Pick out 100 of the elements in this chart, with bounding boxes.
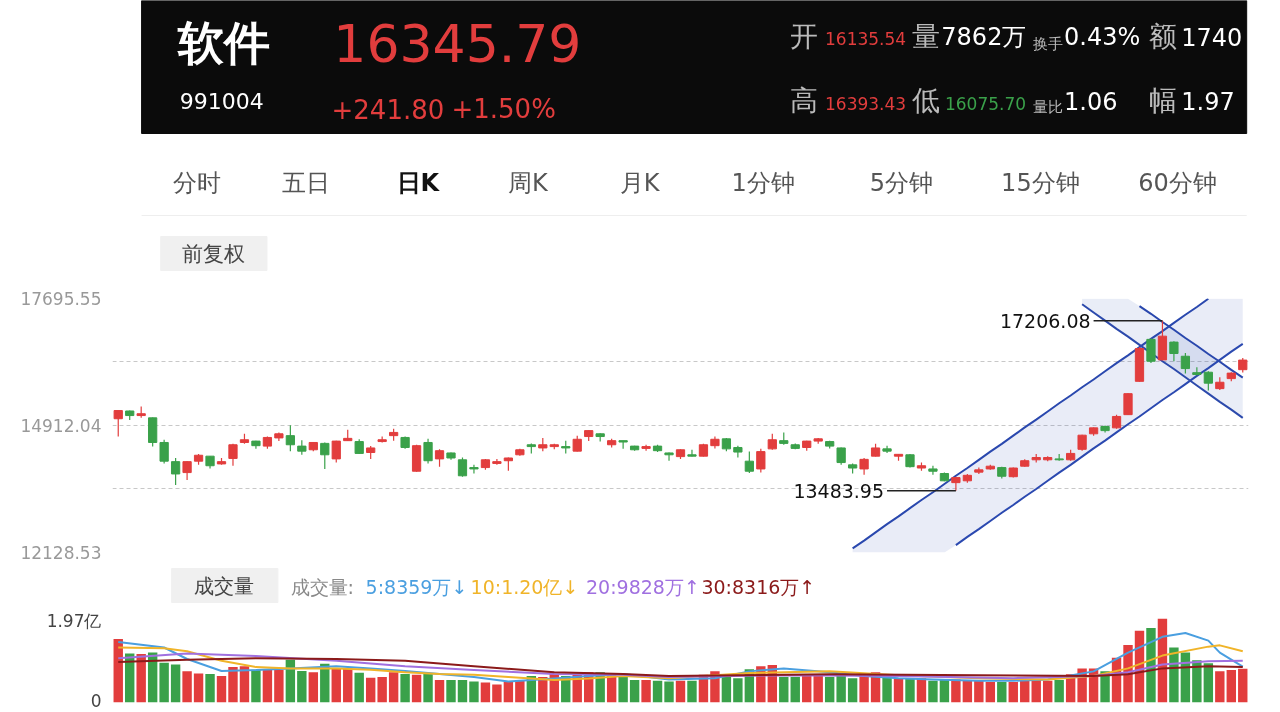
bar — [1238, 668, 1248, 703]
text: 量比 — [1033, 97, 1064, 116]
bar — [687, 680, 697, 703]
bar — [423, 673, 433, 703]
bar — [974, 680, 984, 703]
candlestick — [113, 409, 123, 438]
bar — [997, 682, 1007, 703]
bar — [652, 680, 663, 703]
bar — [503, 681, 514, 703]
text: 16345.79 — [333, 13, 582, 74]
bar — [1054, 679, 1064, 703]
candlestick — [469, 464, 479, 475]
bar — [859, 676, 869, 703]
bar — [675, 680, 686, 703]
bar — [893, 678, 904, 703]
candlestick — [1180, 352, 1191, 375]
text: 1740 — [1181, 23, 1243, 52]
text: 16135.54 — [825, 29, 907, 49]
candlestick — [1169, 340, 1179, 362]
candlestick — [687, 449, 697, 458]
bar — [136, 653, 146, 703]
bar — [251, 669, 261, 703]
text: 991004 — [179, 88, 264, 114]
candlestick — [159, 439, 169, 465]
text: 前复权 — [181, 241, 245, 266]
text: 月K — [619, 168, 661, 197]
bar — [457, 679, 468, 703]
bar — [790, 676, 800, 703]
candlestick — [285, 424, 295, 452]
candlestick — [744, 451, 754, 474]
text: 1分钟 — [731, 168, 795, 197]
text: 10:1.20亿↓ — [470, 575, 579, 598]
bar — [159, 662, 169, 703]
candlestick — [1192, 366, 1202, 376]
candlestick — [182, 460, 192, 481]
y-tick-label: 0 — [90, 690, 102, 711]
bar — [1203, 663, 1214, 703]
bar — [824, 676, 835, 703]
y-tick-label: 1.97亿 — [46, 610, 102, 631]
bar — [641, 679, 651, 703]
text: 1.06 — [1064, 87, 1118, 116]
text: +1.50% — [451, 93, 556, 124]
bar — [962, 680, 973, 703]
line-series — [117, 652, 1244, 680]
candlestick — [928, 465, 938, 476]
bar — [618, 676, 628, 703]
bar — [469, 681, 479, 703]
text: 周K — [507, 168, 549, 197]
bar — [928, 680, 938, 703]
text: 分时 — [173, 168, 222, 197]
bar — [1042, 680, 1053, 703]
text: +241.80 — [331, 94, 445, 125]
text: 高 — [789, 84, 818, 117]
text: 60分钟 — [1138, 168, 1217, 197]
bar — [1020, 680, 1030, 703]
bar — [446, 679, 456, 703]
bar — [492, 684, 502, 703]
candlestick — [320, 441, 330, 470]
candlestick — [664, 451, 674, 462]
bar — [297, 670, 307, 703]
text: 低 — [912, 84, 941, 117]
text: 5:8359万↓ — [365, 575, 468, 598]
bar — [629, 679, 640, 703]
bar — [480, 682, 491, 703]
bar — [515, 680, 525, 703]
text: 换手 — [1033, 34, 1064, 53]
bar — [400, 673, 410, 703]
bar — [228, 667, 238, 703]
candlestick — [1146, 337, 1156, 364]
candlestick — [423, 438, 433, 465]
bar — [813, 676, 823, 703]
bar — [664, 681, 674, 703]
text: 1.97 — [1181, 87, 1235, 116]
chart-title: 成交量 — [194, 573, 255, 598]
text: 五日 — [282, 168, 331, 197]
text: 15分钟 — [1001, 168, 1080, 197]
candlestick — [1157, 320, 1168, 361]
bar — [216, 676, 227, 703]
text: 软件 — [176, 15, 270, 70]
candlestick — [331, 440, 341, 464]
annotation: 17206.08 — [999, 309, 1091, 332]
bar — [905, 678, 915, 703]
candlestick — [756, 448, 766, 474]
bar — [1192, 660, 1202, 703]
bar — [951, 679, 961, 703]
bar — [343, 668, 353, 703]
candlestick — [1203, 370, 1213, 392]
text: 16075.70 — [944, 94, 1027, 114]
text: 16393.43 — [825, 94, 907, 114]
bar — [193, 673, 204, 703]
bar — [1215, 671, 1225, 703]
bar — [434, 679, 445, 703]
text: 日K — [396, 168, 441, 197]
bar — [377, 676, 387, 703]
bar — [733, 678, 743, 703]
bar — [365, 677, 376, 703]
bar — [331, 668, 341, 703]
text: 20:9828万↑ — [585, 575, 700, 598]
annotation: 13483.95 — [793, 479, 885, 502]
bar — [779, 676, 789, 703]
